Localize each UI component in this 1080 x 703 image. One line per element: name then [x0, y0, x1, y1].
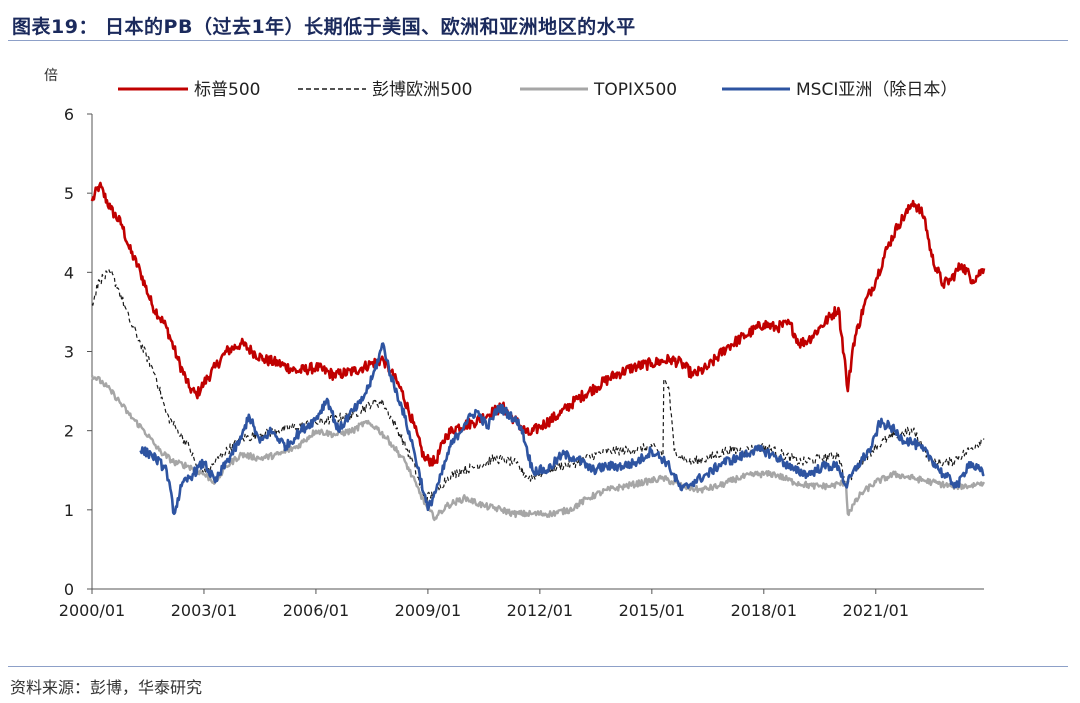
legend-label-3: TOPIX500 [593, 80, 677, 100]
x-tick-label: 2003/01 [171, 601, 237, 620]
y-axis-unit-label: 倍 [44, 68, 58, 84]
x-tick-label: 2012/01 [507, 601, 573, 620]
legend-label-2: 彭博欧洲500 [372, 80, 472, 100]
series-line-1 [90, 181, 986, 467]
x-tick-label: 2021/01 [843, 601, 909, 620]
y-tick-label: 6 [64, 105, 74, 124]
legend-label-4: MSCI亚洲（除日本） [796, 80, 957, 100]
y-tick-label: 0 [64, 580, 74, 599]
title-divider [8, 40, 1068, 41]
source-note: 资料来源：彭博，华泰研究 [10, 678, 203, 697]
legend-label-1: 标普500 [194, 80, 260, 100]
x-tick-label: 2018/01 [731, 601, 797, 620]
series-lines [90, 181, 986, 522]
y-tick-label: 1 [64, 501, 74, 520]
x-tick-label: 2006/01 [283, 601, 349, 620]
y-tick-label: 4 [64, 263, 74, 282]
line-chart: 倍 0 1 2 3 4 5 6 2000/01 2003/01 2006/01 2009/01 201… [44, 68, 986, 620]
chart-axes: 倍 0 1 2 3 4 5 6 2000/01 2003/01 2006/01 2009/01 201… [44, 68, 984, 620]
x-tick-label: 2015/01 [619, 601, 685, 620]
figure-title: 图表19： 日本的PB（过去1年）长期低于美国、欧洲和亚洲地区的水平 [12, 16, 636, 38]
chart-legend: 标普500 彭博欧洲500 TOPIX500 MSCI亚洲（除日本） [118, 80, 957, 100]
y-tick-label: 2 [64, 422, 74, 441]
series-line-3 [90, 375, 986, 522]
x-tick-label: 2000/01 [59, 601, 125, 620]
x-tick-label: 2009/01 [395, 601, 461, 620]
y-tick-label: 5 [64, 184, 74, 203]
y-tick-label: 3 [64, 343, 74, 362]
footer-divider [8, 666, 1068, 667]
series-line-4 [139, 342, 985, 516]
